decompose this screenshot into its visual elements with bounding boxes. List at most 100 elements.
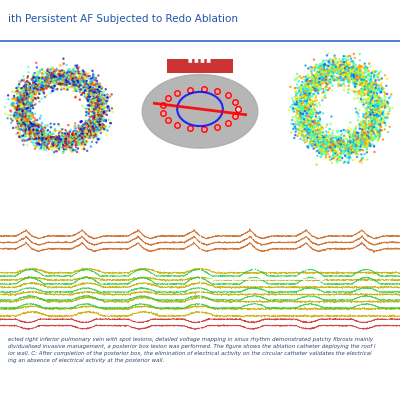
Point (21, 106, 27, 112)
Point (51, 83, 58, 89)
Point (14, 120, 21, 127)
Point (51, 71, 57, 78)
Point (312, 84, 319, 90)
Point (88, 143, 94, 150)
Point (38, 82, 45, 88)
Point (102, 92, 108, 99)
Point (56, 77, 63, 83)
Point (361, 115, 367, 121)
Point (18, 85, 25, 91)
Point (60, 73, 67, 80)
Point (360, 119, 366, 126)
Point (53, 148, 60, 154)
Point (331, 150, 337, 156)
Point (336, 140, 342, 146)
Point (369, 135, 375, 142)
Point (70, 82, 76, 88)
Point (93, 99, 99, 105)
Point (62, 137, 68, 144)
Point (371, 112, 378, 119)
Point (9, 117, 16, 124)
Point (339, 144, 345, 150)
Point (97, 112, 104, 118)
Point (347, 70, 353, 77)
Point (63, 82, 70, 88)
Point (351, 140, 357, 146)
Point (38, 144, 44, 151)
Point (352, 106, 359, 112)
Point (310, 145, 317, 152)
Point (302, 96, 308, 103)
Point (82, 81, 88, 87)
Point (76, 141, 83, 147)
Point (368, 107, 375, 113)
Point (34, 134, 40, 140)
Point (312, 84, 319, 90)
Point (21, 127, 27, 134)
Point (353, 138, 359, 144)
Point (14, 95, 21, 102)
Point (352, 78, 359, 84)
Point (35, 74, 41, 80)
Point (334, 142, 340, 148)
Point (53, 79, 59, 85)
Point (340, 127, 347, 133)
Point (306, 90, 313, 97)
Point (86, 86, 93, 92)
Point (316, 134, 323, 140)
Point (309, 114, 315, 120)
Point (91, 125, 97, 131)
Point (368, 94, 374, 100)
Point (353, 89, 360, 95)
Point (368, 121, 374, 128)
Point (60, 73, 66, 80)
Point (46, 71, 52, 78)
Point (65, 136, 72, 142)
Point (16, 118, 23, 124)
Point (43, 138, 49, 144)
Point (307, 89, 313, 96)
Point (370, 120, 376, 126)
Point (310, 108, 317, 114)
Point (371, 94, 378, 100)
Point (26, 126, 33, 132)
Point (362, 105, 369, 112)
Point (376, 82, 382, 89)
Point (358, 120, 364, 126)
Point (322, 142, 328, 148)
Point (41, 135, 47, 142)
Point (354, 143, 360, 150)
Point (95, 118, 101, 125)
Point (320, 136, 326, 142)
Point (92, 118, 98, 124)
Point (96, 121, 102, 128)
Point (352, 69, 358, 76)
Point (28, 123, 35, 129)
Point (322, 144, 328, 150)
Point (96, 96, 103, 102)
Point (56, 138, 63, 144)
Point (60, 77, 66, 84)
Point (373, 117, 380, 123)
Point (48, 142, 54, 149)
Point (95, 102, 101, 109)
Point (91, 119, 98, 126)
Point (323, 74, 330, 80)
Point (16, 119, 23, 125)
Point (300, 108, 306, 115)
Point (340, 60, 347, 67)
Point (360, 129, 366, 136)
Point (16, 101, 22, 107)
Point (94, 107, 101, 114)
Point (86, 116, 93, 122)
Point (354, 135, 361, 142)
Point (314, 161, 320, 168)
Point (14, 118, 21, 124)
Point (305, 86, 312, 93)
Point (352, 68, 358, 74)
Point (25, 84, 31, 90)
Point (60, 71, 66, 78)
Point (95, 88, 102, 94)
Point (84, 128, 90, 134)
Point (31, 132, 38, 139)
